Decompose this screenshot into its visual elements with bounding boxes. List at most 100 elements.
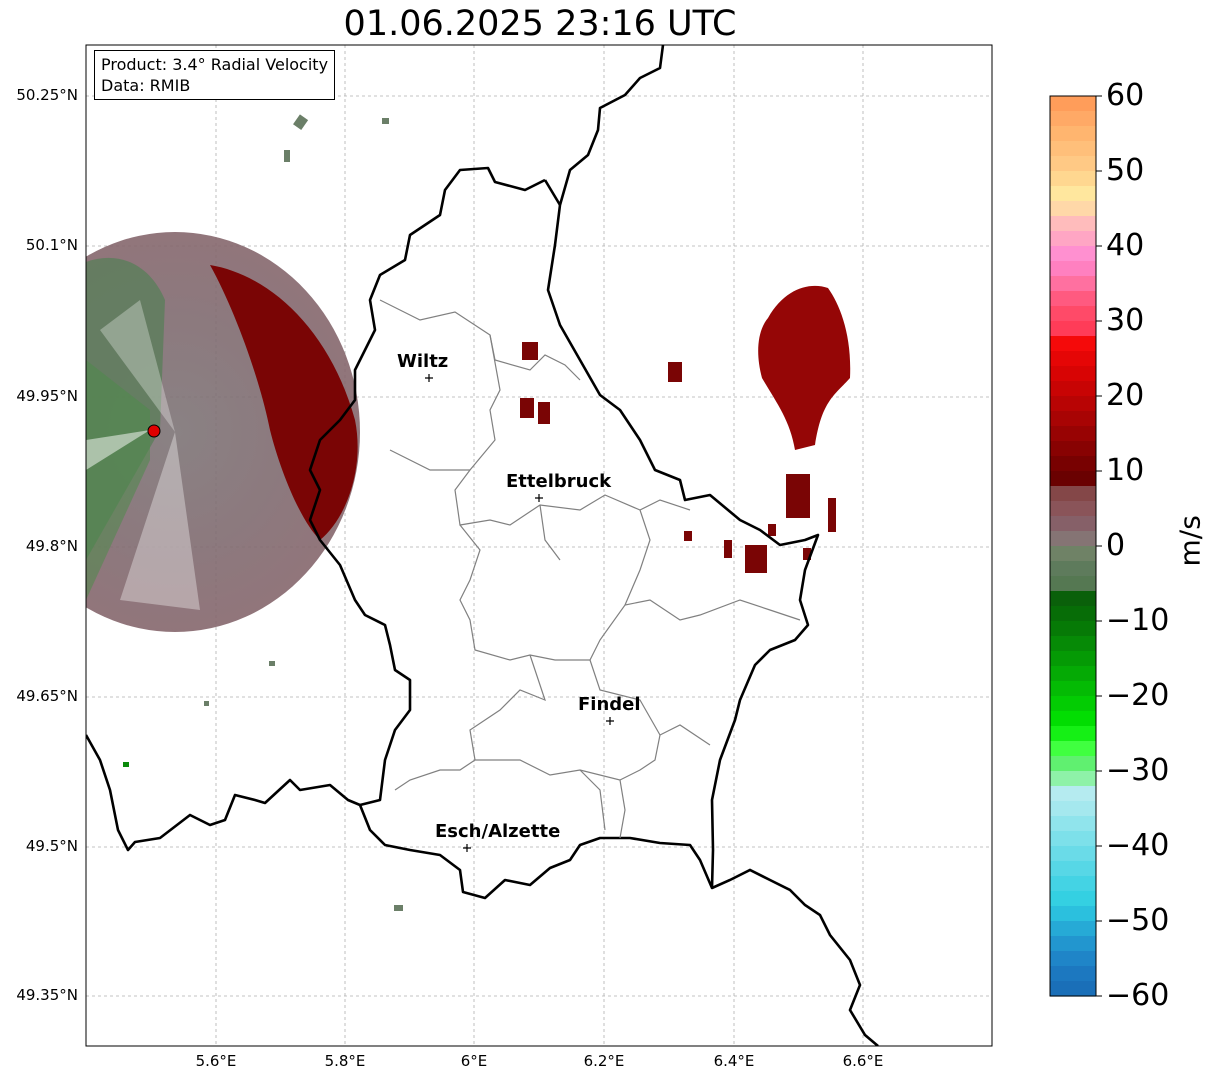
colorbar-band: [1050, 216, 1096, 232]
lat-tick-label: 50.25°N: [16, 86, 78, 104]
colorbar-band: [1050, 276, 1096, 292]
colorbar-band: [1050, 486, 1096, 502]
colorbar-tick-label: −40: [1106, 828, 1170, 863]
colorbar-band: [1050, 906, 1096, 922]
colorbar-band: [1050, 756, 1096, 772]
colorbar-band: [1050, 381, 1096, 397]
colorbar-band: [1050, 741, 1096, 757]
colorbar-tick-label: −30: [1106, 753, 1170, 788]
colorbar-band: [1050, 711, 1096, 727]
colorbar-band: [1050, 171, 1096, 187]
lat-tick-label: 49.35°N: [16, 986, 78, 1004]
colorbar-tick-label: 10: [1106, 453, 1145, 488]
colorbar-band: [1050, 126, 1096, 142]
product-text: Product: 3.4° Radial Velocity: [101, 55, 329, 74]
colorbar-band: [1050, 606, 1096, 622]
colorbar-band: [1050, 531, 1096, 547]
germany-border-east: [711, 868, 879, 1046]
colorbar-band: [1050, 546, 1096, 562]
data-source-text: Data: RMIB: [101, 76, 191, 95]
colorbar-band: [1050, 621, 1096, 637]
colorbar-band: [1050, 111, 1096, 127]
lat-tick-label: 49.65°N: [16, 687, 78, 705]
lon-tick-label: 6.6°E: [842, 1052, 884, 1070]
colorbar-band: [1050, 561, 1096, 577]
colorbar-tick-label: −20: [1106, 678, 1170, 713]
lon-tick-label: 6°E: [460, 1052, 488, 1070]
colorbar-band: [1050, 981, 1096, 997]
colorbar-band: [1050, 471, 1096, 487]
colorbar-band: [1050, 831, 1096, 847]
canton-boundaries: [379, 299, 801, 839]
colorbar-ticks: [1096, 95, 1102, 997]
colorbar-band: [1050, 261, 1096, 277]
city-label-esch: Esch/Alzette: [435, 821, 561, 842]
colorbar-tick-label: 30: [1106, 303, 1145, 338]
colorbar-band: [1050, 861, 1096, 877]
colorbar-band: [1050, 501, 1096, 517]
colorbar-band: [1050, 246, 1096, 262]
city-markers: [425, 374, 614, 852]
luxembourg-border-west: [308, 166, 546, 807]
colorbar-band: [1050, 921, 1096, 937]
city-label-wiltz: Wiltz: [397, 351, 449, 372]
colorbar-band: [1050, 321, 1096, 337]
product-info-box: Product: 3.4° Radial Velocity Data: RMIB: [94, 50, 336, 100]
colorbar-band: [1050, 366, 1096, 382]
lat-tick-label: 49.95°N: [16, 387, 78, 405]
lat-tick-label: 49.5°N: [25, 837, 78, 855]
colorbar-band: [1050, 816, 1096, 832]
colorbar-tick-label: −50: [1106, 903, 1170, 938]
colorbar-band: [1050, 156, 1096, 172]
city-label-findel: Findel: [578, 694, 641, 715]
colorbar-band: [1050, 141, 1096, 157]
small-green-echoes: [204, 114, 403, 911]
colorbar-band: [1050, 186, 1096, 202]
colorbar-band: [1050, 936, 1096, 952]
colorbar-band: [1050, 456, 1096, 472]
colorbar-band: [1050, 681, 1096, 697]
lon-tick-label: 6.4°E: [713, 1052, 755, 1070]
colorbar-band: [1050, 516, 1096, 532]
colorbar-unit-label: m/s: [1173, 515, 1207, 567]
storm-cell-east: [758, 285, 851, 450]
map-title: 01.06.2025 23:16 UTC: [343, 4, 737, 44]
colorbar-band: [1050, 411, 1096, 427]
colorbar-band: [1050, 231, 1096, 247]
colorbar-tick-label: −10: [1106, 603, 1170, 638]
colorbar-band: [1050, 576, 1096, 592]
colorbar-band: [1050, 426, 1096, 442]
colorbar-band: [1050, 801, 1096, 817]
colorbar-band: [1050, 771, 1096, 787]
colorbar-band: [1050, 201, 1096, 217]
luxembourg-border: [86, 45, 820, 900]
colorbar-band: [1050, 351, 1096, 367]
colorbar-tick-label: −60: [1106, 978, 1170, 1013]
colorbar-band: [1050, 336, 1096, 352]
colorbar-band: [1050, 651, 1096, 667]
colorbar-band: [1050, 846, 1096, 862]
colorbar-tick-label: 20: [1106, 378, 1145, 413]
colorbar-band: [1050, 696, 1096, 712]
colorbar-tick-label: 60: [1106, 78, 1145, 113]
colorbar-band: [1050, 396, 1096, 412]
colorbar-band: [1050, 966, 1096, 982]
small-green-echo: [123, 762, 129, 767]
radar-site-icon: [147, 424, 161, 438]
colorbar-band: [1050, 666, 1096, 682]
city-label-ettelbruck: Ettelbruck: [506, 471, 612, 492]
colorbar-tick-label: 40: [1106, 228, 1145, 263]
lon-tick-label: 6.2°E: [583, 1052, 625, 1070]
radar-echo-field: [86, 232, 360, 632]
colorbar-band: [1050, 291, 1096, 307]
colorbar-band: [1050, 786, 1096, 802]
lat-tick-label: 49.8°N: [25, 537, 78, 555]
colorbar-band: [1050, 891, 1096, 907]
colorbar-tick-label: 0: [1106, 528, 1126, 563]
lon-tick-label: 5.6°E: [195, 1052, 237, 1070]
colorbar-tick-label: 50: [1106, 153, 1145, 188]
colorbar-band: [1050, 441, 1096, 457]
colorbar-band: [1050, 96, 1096, 112]
scattered-echoes: [520, 342, 836, 573]
